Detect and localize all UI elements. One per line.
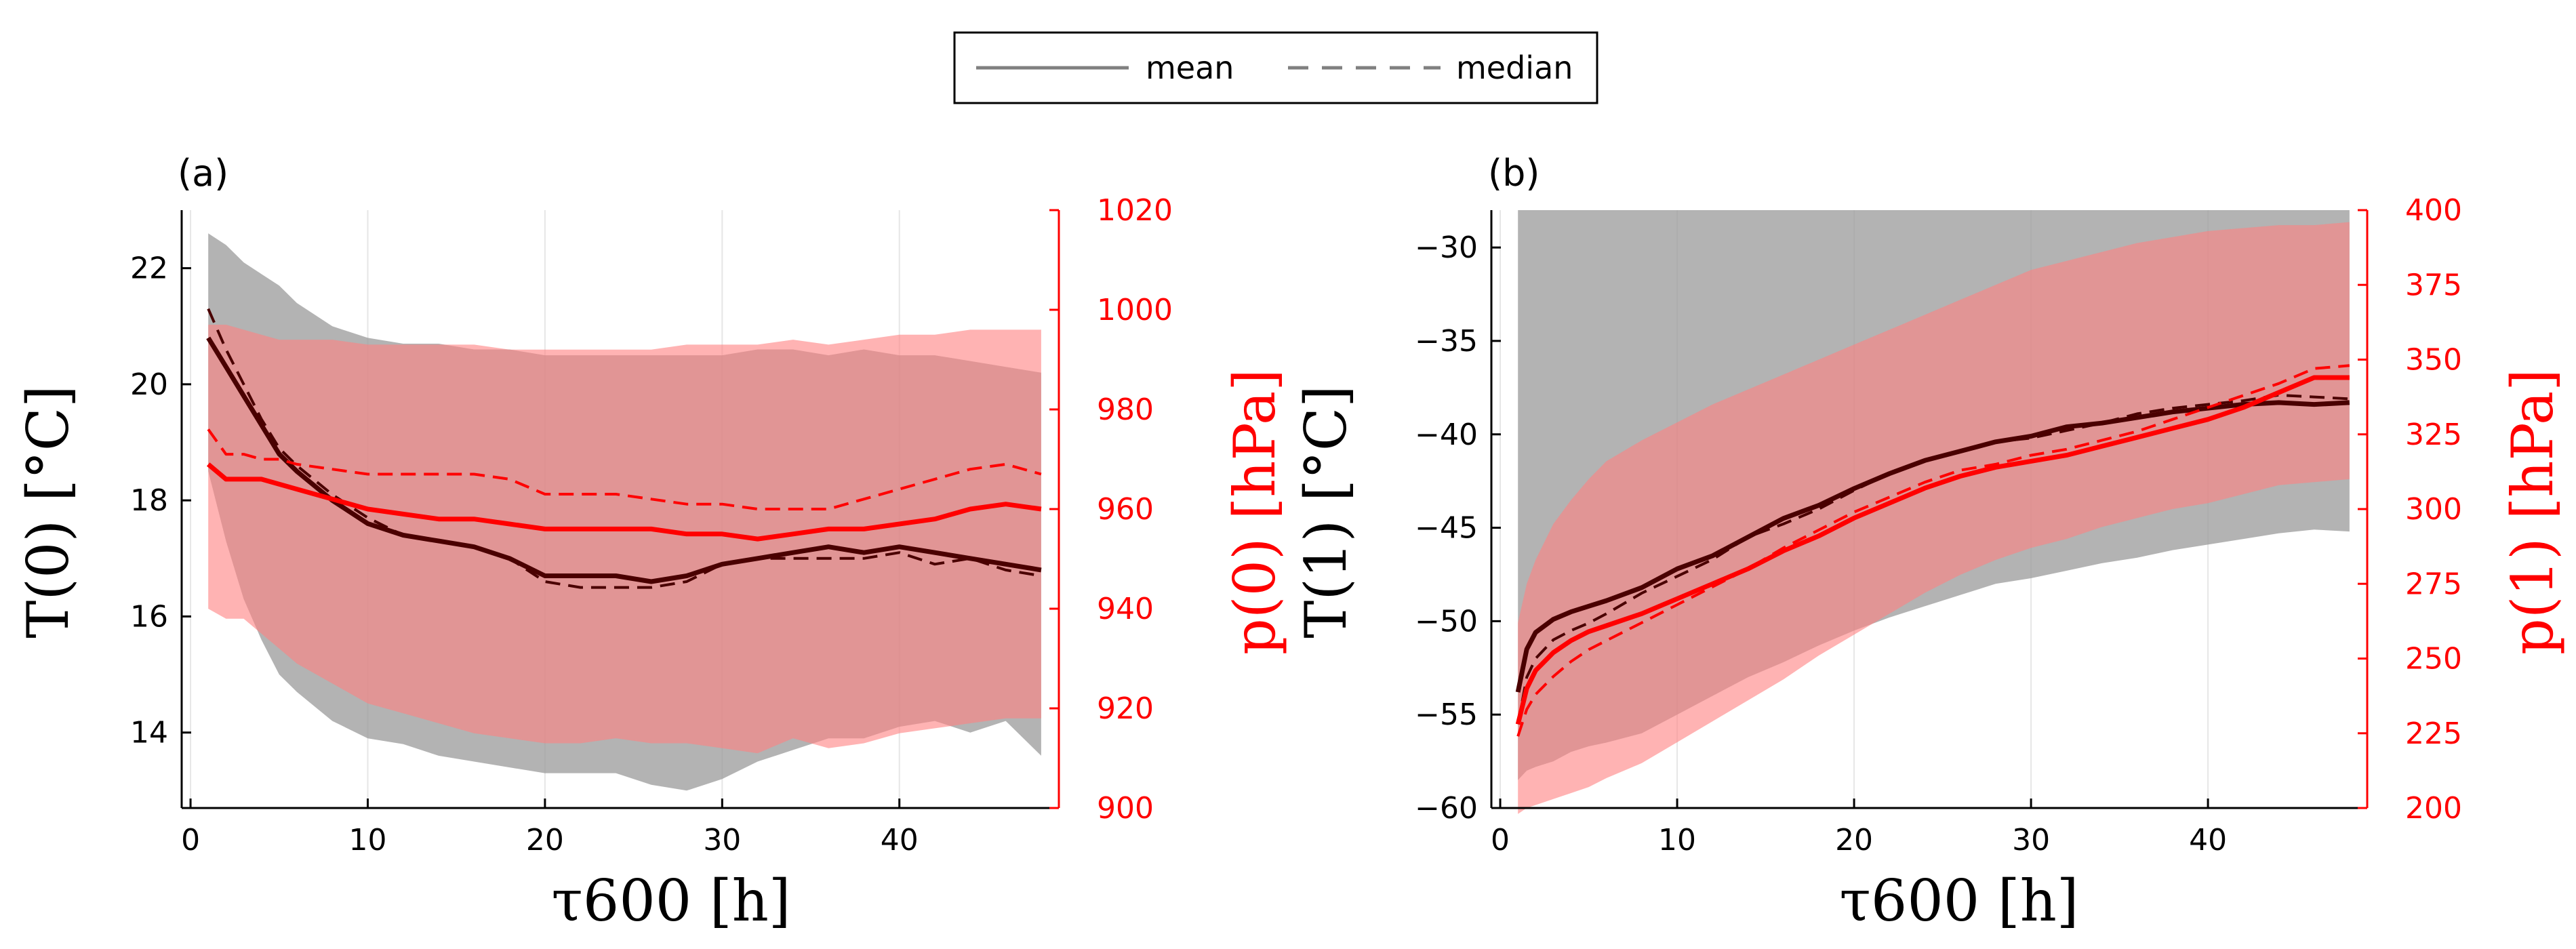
y-right-tick-label: 375 [2405,268,2462,302]
panel-b-lines [1515,364,2350,737]
y-right-tick-label: 350 [2405,343,2462,378]
x-tick-label: 10 [348,823,386,857]
y-right-tick-label: 1020 [1097,193,1173,228]
panel-a-xlabel: τ600 [h] [551,868,790,934]
legend-mean-label: mean [1146,49,1234,86]
panel-a-lines [206,308,1042,589]
x-tick-label: 0 [181,823,200,857]
panel-a-ylabel-right: p(0) [hPa] [1222,369,1288,655]
panel-b-axes: 0 10 20 30 40 −60 −55 −50 −45 −40 −35 −30 200 225 250 2… [1415,193,2462,857]
y-left-tick-label: −45 [1415,511,1478,546]
pressure-spread-band [208,325,1041,754]
y-left-tick-label: −30 [1415,230,1478,265]
panel-b-ylabel-left: T(1) [°C] [1293,385,1359,639]
x-tick-label: 10 [1658,823,1696,857]
pressure-median-line [207,428,1042,510]
legend: mean median [953,31,1598,104]
y-right-tick-label: 300 [2405,492,2462,527]
x-tick-label: 20 [526,823,564,857]
legend-median-label: median [1456,49,1573,86]
x-tick-label: 40 [2189,823,2227,857]
y-right-tick-label: 325 [2405,418,2462,452]
panel-a-axes: 0 10 20 30 401416182022900920940960980100010… [130,193,1173,857]
x-tick-label: 30 [2012,823,2050,857]
y-left-tick-label: 18 [130,483,168,518]
panel-a-ylabel-left: T(0) [°C] [15,385,81,639]
y-right-tick-label: 1000 [1097,293,1173,327]
panel-a-bands [208,233,1041,791]
panel-a-label: (a) [178,152,228,195]
pressure-mean-line [206,462,1042,542]
pressure-median-line [1516,364,2350,737]
y-left-tick-label: 20 [130,367,168,402]
x-tick-label: 40 [881,823,919,857]
temperature-median-line [1516,393,2350,725]
y-left-tick-label: 22 [130,251,168,286]
y-right-tick-label: 900 [1097,791,1154,826]
y-right-tick-label: 400 [2405,193,2462,228]
panel-a: (a) 0 10 20 30 40141618202290092094096098010… [15,152,1288,934]
y-left-tick-label: 14 [130,716,168,750]
panel-b-bands [1518,210,2350,814]
panel-b-label: (b) [1488,152,1539,195]
y-right-tick-label: 275 [2405,567,2462,601]
y-left-tick-label: −40 [1415,418,1478,452]
y-right-tick-label: 960 [1097,492,1154,527]
x-tick-label: 30 [703,823,741,857]
y-left-tick-label: −35 [1415,324,1478,359]
y-right-tick-label: 225 [2405,716,2462,751]
y-left-tick-label: −60 [1415,791,1478,826]
x-tick-label: 20 [1835,823,1873,857]
panel-b-xlabel: τ600 [h] [1839,868,2078,934]
y-left-tick-label: −50 [1415,604,1478,639]
y-right-tick-label: 940 [1097,592,1154,626]
panel-b-ylabel-right: p(1) [hPa] [2499,369,2566,655]
x-tick-label: 0 [1491,823,1510,857]
y-left-tick-label: 16 [130,599,168,634]
y-right-tick-label: 920 [1097,691,1154,726]
temperature-mean-line [206,336,1042,584]
y-right-tick-label: 250 [2405,642,2462,677]
y-left-tick-label: −55 [1415,698,1478,732]
pressure-spread-band [1518,222,2350,814]
pressure-mean-line [1515,375,2350,725]
y-right-tick-label: 200 [2405,791,2462,826]
panel-b: (b) 0 10 20 30 40 −60 −55 −50 −45 −40 −35 −30 200 225… [1293,152,2566,934]
temperature-median-line [207,308,1042,589]
y-right-tick-label: 980 [1097,392,1154,427]
